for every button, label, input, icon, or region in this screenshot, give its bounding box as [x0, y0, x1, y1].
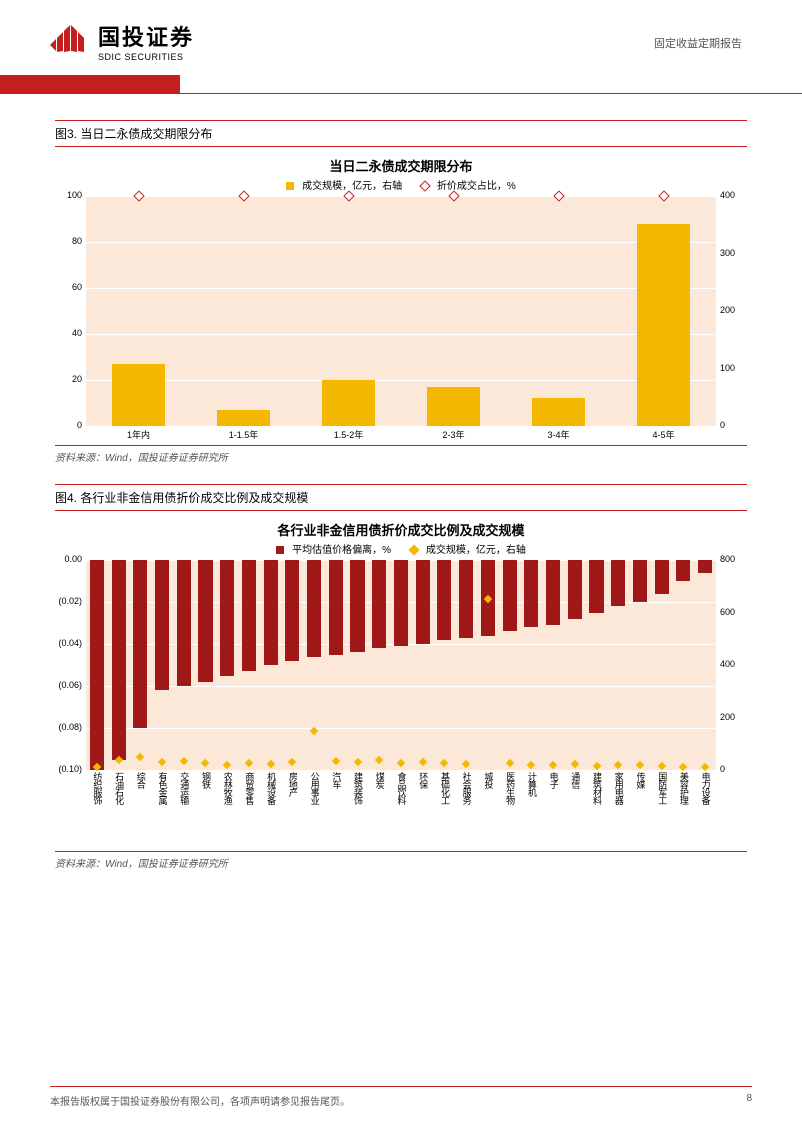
report-type: 固定收益定期报告 — [654, 35, 742, 51]
footer-text: 本报告版权属于国投证券股份有限公司，各项声明请参见报告尾页。 — [50, 1093, 350, 1108]
logo-en: SDIC SECURITIES — [98, 52, 194, 62]
red-accent-bar — [0, 75, 180, 93]
chart4-legend-marker: 成交规模，亿元，右轴 — [406, 545, 530, 556]
chart3-block: 图3. 当日二永债成交期限分布 当日二永债成交期限分布 成交规模，亿元，右轴 折… — [55, 120, 747, 464]
page-number: 8 — [746, 1093, 752, 1108]
chart3-canvas: 当日二永债成交期限分布 成交规模，亿元，右轴 折价成交占比，% 02040608… — [55, 149, 747, 445]
chart3-legend-bar: 成交规模，亿元，右轴 — [282, 181, 406, 192]
header-underline — [0, 93, 802, 94]
logo-text: 国投证券 SDIC SECURITIES — [98, 20, 194, 62]
chart3-caption: 图3. 当日二永债成交期限分布 — [55, 120, 747, 147]
page-root: 国投证券 SDIC SECURITIES 固定收益定期报告 图3. 当日二永债成… — [0, 0, 802, 1133]
content: 图3. 当日二永债成交期限分布 当日二永债成交期限分布 成交规模，亿元，右轴 折… — [0, 100, 802, 870]
logo-block: 国投证券 SDIC SECURITIES — [50, 20, 752, 62]
footer: 本报告版权属于国投证券股份有限公司，各项声明请参见报告尾页。 8 — [50, 1086, 752, 1108]
logo-cn: 国投证券 — [98, 20, 194, 52]
chart4-source: 资料来源：Wind，国投证券证券研究所 — [55, 851, 747, 870]
chart3-plot: 0204060801000100200300400 — [86, 196, 716, 426]
header: 国投证券 SDIC SECURITIES 固定收益定期报告 — [0, 0, 802, 100]
chart4-plot: 0.00(0.02)(0.04)(0.06)(0.08)(0.10)020040… — [86, 560, 716, 770]
diamond-fill-icon — [408, 545, 419, 556]
chart3-title: 当日二永债成交期限分布 — [56, 150, 746, 177]
diamond-icon — [419, 181, 430, 192]
chart4-canvas: 各行业非金信用债折价成交比例及成交规模 平均估值价格偏离，% 成交规模，亿元，右… — [55, 513, 747, 851]
chart4-xaxis: 纺织服饰石油石化综合有色金属交通运输钢铁农林牧渔商贸零售机械设备房地产公用事业汽… — [86, 770, 716, 850]
chart4-caption: 图4. 各行业非金信用债折价成交比例及成交规模 — [55, 484, 747, 511]
chart4-legend: 平均估值价格偏离，% 成交规模，亿元，右轴 — [56, 541, 746, 560]
chart3-xaxis: 1年内1-1.5年1.5-2年2-3年3-4年4-5年 — [86, 426, 716, 444]
chart3-source: 资料来源：Wind，国投证券证券研究所 — [55, 445, 747, 464]
chart3-legend: 成交规模，亿元，右轴 折价成交占比，% — [56, 177, 746, 196]
chart4-title: 各行业非金信用债折价成交比例及成交规模 — [56, 514, 746, 541]
chart4-legend-bar: 平均估值价格偏离，% — [272, 545, 395, 556]
square-icon — [286, 182, 294, 190]
chart3-legend-marker: 折价成交占比，% — [417, 181, 520, 192]
square-icon — [276, 546, 284, 554]
chart4-block: 图4. 各行业非金信用债折价成交比例及成交规模 各行业非金信用债折价成交比例及成… — [55, 484, 747, 870]
logo-icon — [50, 25, 90, 57]
